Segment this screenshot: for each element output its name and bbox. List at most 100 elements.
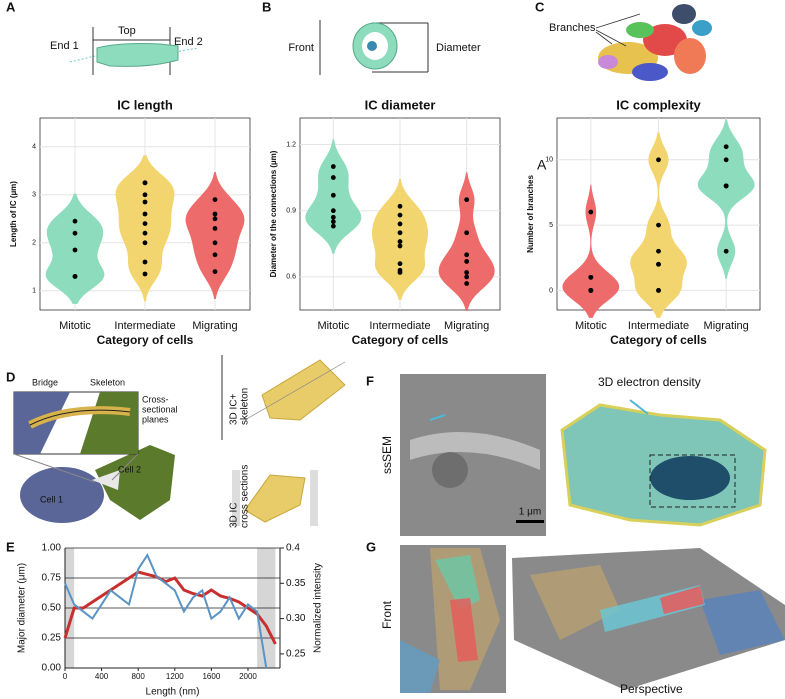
x-tick-label: 400 — [95, 672, 109, 681]
data-point — [588, 274, 594, 280]
data-point — [656, 261, 661, 267]
data-point — [464, 274, 470, 280]
x-tick-label: 0 — [63, 672, 68, 681]
data-point — [212, 252, 218, 258]
data-point — [72, 274, 78, 279]
label: Cell 2 — [118, 464, 141, 474]
x-tick-label: 1600 — [202, 672, 220, 681]
y-tick-label: 0 — [549, 287, 553, 294]
data-point — [656, 288, 661, 293]
data-point — [723, 248, 729, 254]
panel-letter: B — [262, 0, 271, 14]
label: planes — [142, 414, 169, 424]
data-point — [397, 261, 403, 267]
label: sectional — [142, 404, 178, 414]
x-tick-label: 2000 — [239, 672, 257, 681]
y-tick-label: 5 — [549, 222, 553, 229]
y-tick-label: 0.6 — [286, 274, 296, 281]
schematic-d — [13, 355, 346, 526]
annotation: A — [537, 156, 547, 172]
data-point — [397, 212, 403, 218]
label: ssSEM — [380, 436, 394, 474]
data-point — [330, 164, 336, 169]
violin — [115, 155, 175, 302]
label: 1 μm — [519, 507, 541, 518]
x-axis-label: Category of cells — [610, 333, 707, 347]
data-point — [464, 270, 470, 275]
data-point — [72, 230, 78, 236]
y-tick-label: 3 — [32, 192, 36, 199]
x-tick-label: Intermediate — [369, 320, 430, 332]
x-tick-label: Migrating — [444, 320, 489, 332]
y-axis-label: Major diameter (μm) — [17, 563, 28, 653]
panel-letter: E — [6, 539, 15, 554]
data-point — [464, 259, 470, 264]
label: Bridge — [32, 377, 58, 387]
x-axis-label: Length (nm) — [146, 687, 200, 698]
data-point — [656, 157, 661, 163]
y2-axis-label: Normalized intensity — [313, 563, 324, 653]
data-point — [397, 203, 403, 209]
label: 3D electron density — [598, 375, 701, 389]
label: Perspective — [620, 682, 683, 696]
data-point — [464, 230, 470, 236]
y2-tick-label: 0.35 — [286, 578, 306, 589]
label: cross sections — [240, 465, 251, 528]
y2-tick-label: 0.25 — [286, 649, 306, 660]
data-line — [64, 552, 268, 669]
violin — [562, 184, 620, 318]
data-point — [397, 230, 403, 236]
x-tick-label: Migrating — [704, 320, 749, 332]
chart-title: IC diameter — [365, 97, 436, 112]
label: Top — [118, 25, 136, 37]
y-axis-label: Diameter of the connections (µm) — [269, 150, 278, 277]
data-point — [397, 243, 403, 249]
chart-title: IC complexity — [616, 97, 701, 112]
y-tick-label: 1.00 — [42, 543, 62, 554]
data-point — [723, 157, 729, 163]
data-point — [142, 230, 148, 236]
image-f — [400, 374, 767, 536]
data-point — [142, 271, 148, 277]
data-point — [397, 270, 403, 275]
panel-letter: F — [366, 373, 374, 388]
label: Diameter — [436, 42, 481, 54]
data-point — [142, 221, 148, 227]
violin — [697, 119, 755, 279]
data-point — [72, 218, 78, 224]
data-point — [72, 247, 78, 253]
label: skeleton — [240, 388, 251, 425]
label: Cell 1 — [40, 494, 63, 504]
y-tick-label: 0.25 — [42, 633, 62, 644]
label: 3D IC+ — [229, 393, 240, 425]
data-point — [142, 199, 148, 205]
y-tick-label: 1.2 — [286, 141, 296, 148]
data-point — [212, 211, 218, 217]
y-tick-label: 1 — [32, 288, 36, 295]
data-line — [63, 570, 277, 645]
data-point — [656, 248, 661, 254]
y-tick-label: 4 — [32, 144, 36, 151]
label: Front — [288, 42, 314, 54]
y-tick-label: 10 — [545, 157, 553, 164]
y2-tick-label: 0.4 — [286, 543, 300, 554]
data-point — [464, 281, 470, 286]
label: Branches — [549, 22, 596, 34]
x-tick-label: Intermediate — [628, 320, 689, 332]
data-point — [212, 197, 218, 203]
schematic-a — [69, 27, 199, 75]
data-point — [723, 144, 729, 150]
label: Front — [380, 600, 394, 629]
data-point — [330, 192, 336, 198]
y-axis-label: Number of branches — [526, 175, 535, 253]
schematic-b — [319, 20, 429, 75]
panel-letter: A — [6, 0, 16, 14]
data-point — [212, 240, 218, 246]
label: End 2 — [174, 36, 203, 48]
schematic-c — [595, 4, 712, 81]
y-axis-label: Length of IC (µm) — [9, 181, 18, 247]
data-point — [330, 219, 336, 225]
image-g — [400, 545, 785, 693]
data-point — [330, 175, 336, 180]
x-tick-label: 1200 — [166, 672, 184, 681]
